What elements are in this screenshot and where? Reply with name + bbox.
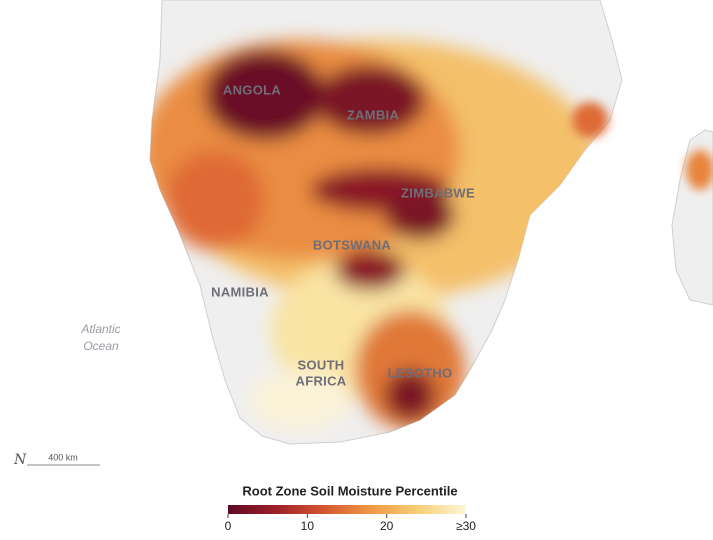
map-labels: ANGOLA ZAMBIA ZIMBABWE BOTSWANA NAMIBIA SOUTH… [80, 82, 475, 388]
colorbar-tick-label: ≥30 [456, 519, 476, 533]
country-label: LESOTHO [388, 365, 453, 380]
colorbar-tick-label: 10 [301, 519, 315, 533]
legend-title: Root Zone Soil Moisture Percentile [242, 483, 457, 498]
north-arrow: N [13, 452, 27, 468]
country-label: ANGOLA [223, 82, 281, 97]
country-label: SOUTH [298, 357, 345, 372]
country-label: NAMIBIA [211, 284, 269, 299]
country-label: ZIMBABWE [401, 185, 475, 200]
moisture-field [150, 40, 600, 430]
ocean-label: Atlantic [80, 322, 120, 336]
colorbar [228, 505, 466, 514]
colorbar-tick-label: 20 [380, 519, 394, 533]
country-label: BOTSWANA [313, 237, 392, 252]
ocean-label: Ocean [83, 339, 119, 353]
moisture-field-madagascar [572, 102, 713, 190]
country-label: ZAMBIA [347, 107, 400, 122]
scale-bar-label: 400 km [48, 452, 78, 462]
colorbar-tick-label: 0 [225, 519, 232, 533]
country-label: AFRICA [296, 373, 347, 388]
